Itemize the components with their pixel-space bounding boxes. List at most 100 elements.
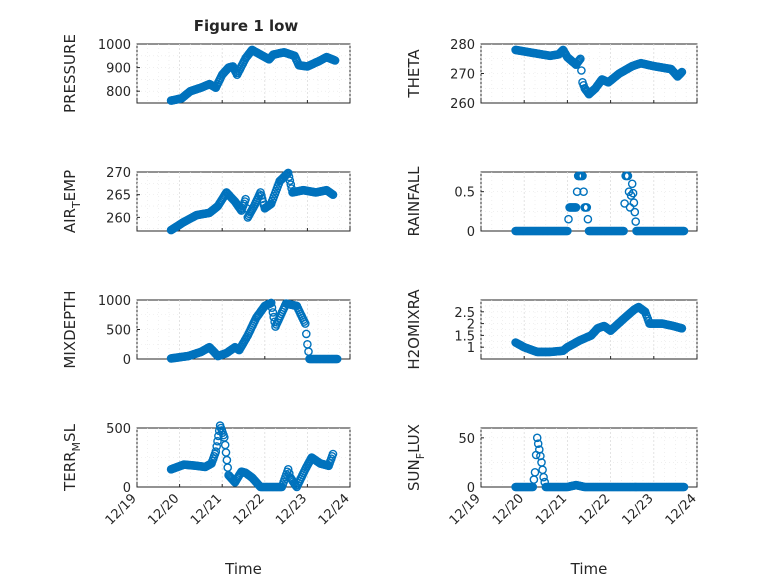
- data-point: [532, 433, 542, 443]
- data-point: [574, 56, 583, 66]
- data-point: [330, 56, 340, 65]
- data-point: [285, 176, 295, 185]
- y-tick-label: 0: [467, 481, 475, 496]
- x-tick-label: 12/20: [145, 491, 182, 528]
- data-point: [572, 187, 582, 196]
- data-point: [578, 171, 587, 181]
- data-point: [300, 319, 310, 328]
- data-point: [267, 303, 277, 313]
- data-point: [212, 442, 221, 451]
- data-point: [563, 226, 572, 236]
- data-point: [213, 436, 222, 446]
- data-point: [564, 214, 573, 224]
- data-point: [530, 467, 540, 477]
- data-point: [627, 179, 637, 189]
- x-tick-label: 12/20: [490, 491, 527, 528]
- y-axis-label-pressure: PRESSURE: [61, 34, 79, 113]
- data-point: [283, 168, 293, 178]
- data-point: [576, 54, 585, 64]
- data-point: [631, 217, 641, 226]
- y-tick-label: 900: [106, 62, 131, 77]
- data-point: [268, 308, 278, 317]
- data-point: [266, 298, 276, 308]
- data-point: [579, 187, 588, 196]
- data-point: [679, 226, 689, 236]
- y-axis-label-mixdepth: MIXDEPTH: [61, 290, 79, 368]
- data-point: [677, 67, 687, 77]
- data-point: [332, 354, 342, 364]
- data-point: [571, 203, 581, 212]
- y-tick-label: 0: [123, 353, 131, 368]
- x-tick-label: 12/21: [533, 491, 570, 528]
- y-axis-label-terr-msl: TERRMSL: [61, 423, 83, 492]
- data-point: [583, 214, 593, 224]
- y-tick-label: 260: [450, 97, 475, 112]
- axes-rainfall: 0 0.5 RAINFALL: [405, 166, 698, 240]
- data-point: [577, 66, 586, 75]
- data-point: [301, 329, 311, 339]
- axes-terr-msl: 0 500 TERRMSL: [61, 421, 351, 496]
- data-point: [619, 226, 628, 236]
- y-tick-label: 50: [458, 432, 475, 447]
- x-tick-label: 12/21: [188, 491, 225, 528]
- y-tick-label: 265: [106, 189, 131, 204]
- data-point: [539, 472, 548, 482]
- x-tick-label: 12/22: [231, 491, 268, 528]
- x-tick-label: 12/22: [576, 491, 613, 528]
- plot-area: [480, 171, 698, 232]
- y-tick-label: 1000: [98, 294, 131, 309]
- data-point: [328, 449, 338, 459]
- data-point: [676, 68, 686, 78]
- y-tick-label: 2.5: [454, 306, 475, 321]
- data-point: [283, 464, 293, 474]
- axes-sun-flux: 0 50 SUNFLUX: [405, 424, 698, 496]
- axes-air-temp: 260 265 270 AIRTEMP: [61, 166, 351, 235]
- y-axis-label-sun-flux: SUNFLUX: [405, 424, 427, 491]
- data-point: [630, 207, 640, 217]
- x-tick-label: 12/23: [620, 491, 657, 528]
- y-tick-label: 0: [467, 225, 475, 240]
- y-tick-label: 1.5: [454, 329, 475, 344]
- x-axis-label: Time: [224, 560, 262, 578]
- x-tick-label: 12/24: [316, 491, 353, 528]
- data-point: [533, 439, 543, 449]
- data-point: [675, 69, 685, 79]
- axes-theta: 260 270 280 THETA: [405, 38, 698, 112]
- y-tick-label: 0.5: [454, 186, 475, 201]
- y-axis-label-rainfall: RAINFALL: [405, 166, 423, 237]
- x-axis-label: Time: [570, 560, 608, 578]
- figure-title: Figure 1 low: [194, 17, 299, 35]
- y-axis-label-h2omixra: H2OMIXRA: [405, 289, 423, 370]
- y-tick-label: 2: [467, 318, 475, 333]
- y-tick-label: 270: [106, 166, 131, 181]
- y-axis-label-air-temp: AIRTEMP: [61, 170, 83, 233]
- data-point: [626, 191, 636, 200]
- data-point: [628, 188, 638, 198]
- y-tick-label: 500: [106, 324, 131, 339]
- data-point: [281, 171, 290, 180]
- y-tick-label: 800: [106, 85, 131, 100]
- y-tick-label: 1000: [98, 38, 131, 53]
- data-point: [575, 55, 584, 65]
- data-point: [675, 70, 684, 79]
- y-tick-label: 0: [123, 481, 131, 496]
- x-tick-label: 12/23: [273, 491, 310, 528]
- data-point: [679, 482, 689, 492]
- y-tick-label: 270: [450, 68, 475, 83]
- data-point: [328, 190, 338, 199]
- data-point: [623, 171, 633, 181]
- data-point: [677, 323, 687, 333]
- y-tick-label: 500: [106, 422, 131, 437]
- axes-pressure: 800 900 1000 PRESSURE: [61, 34, 351, 113]
- y-tick-label: 280: [450, 38, 475, 53]
- data-point: [284, 469, 294, 478]
- x-tick-label: 12/19: [447, 491, 484, 528]
- data-point: [582, 203, 592, 212]
- y-axis-label-theta: THETA: [405, 49, 423, 99]
- data-point: [211, 447, 221, 456]
- axes-mixdepth: 0 500 1000 MIXDEPTH: [61, 290, 351, 369]
- data-point: [629, 198, 639, 207]
- data-point: [241, 194, 250, 204]
- data-point: [284, 172, 294, 182]
